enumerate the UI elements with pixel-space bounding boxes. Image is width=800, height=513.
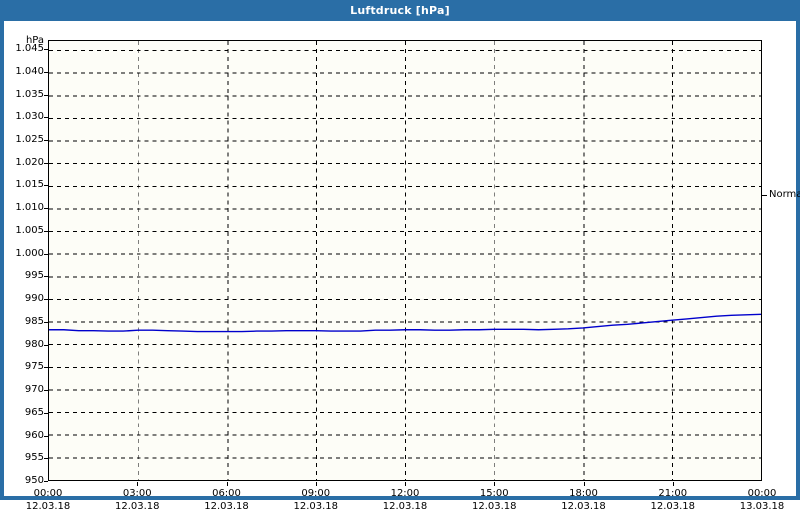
y-axis-tick-label: 970: [24, 384, 44, 396]
data-series-layer: [49, 313, 762, 333]
y-axis-tick-label: 1.020: [15, 156, 44, 168]
y-axis-tick-mark: [44, 276, 48, 277]
y-axis-tick-label: 1.010: [15, 202, 44, 214]
x-axis-tick-time: 18:00: [569, 488, 598, 499]
y-axis-tick-mark: [44, 481, 48, 482]
x-axis-tick-date: 12.03.18: [561, 501, 606, 512]
y-axis-tick-label: 955: [24, 452, 44, 464]
y-axis-tick-mark: [44, 49, 48, 50]
x-axis-tick-label: 15:00 12.03.18: [454, 487, 534, 513]
x-axis-tick-time: 21:00: [658, 488, 688, 499]
x-axis-tick-label: 09:00 12.03.18: [276, 487, 356, 513]
x-axis-tick-mark: [405, 482, 406, 486]
x-axis-tick-time: 00:00: [747, 488, 777, 499]
window-titlebar: Luftdruck [hPa]: [0, 0, 800, 21]
y-axis-tick-label: 960: [24, 429, 44, 441]
y-axis-tick-mark: [44, 117, 48, 118]
x-axis-tick-mark: [227, 482, 228, 486]
y-axis-tick-label: 965: [24, 406, 44, 418]
x-axis-tick-date: 12.03.18: [204, 501, 249, 512]
x-axis-tick-date: 12.03.18: [650, 501, 696, 512]
y-axis-tick-mark: [44, 231, 48, 232]
x-axis-tick-date: 12.03.18: [25, 501, 71, 512]
x-axis-tick-date: 12.03.18: [382, 501, 428, 512]
y-axis-tick-label: 985: [24, 315, 44, 327]
x-axis-tick-mark: [673, 482, 674, 486]
y-axis-tick-mark: [44, 72, 48, 73]
x-axis-tick-mark: [137, 482, 138, 486]
y-axis-tick-mark: [44, 458, 48, 459]
y-axis-unit-label: hPa: [25, 35, 44, 46]
y-axis-tick-label: 950: [24, 475, 44, 486]
data-series-line: [49, 313, 762, 333]
x-axis-tick-time: 12:00: [390, 488, 420, 499]
x-axis-tick-time: 15:00: [479, 488, 509, 499]
y-axis-tick-label: 1.025: [15, 134, 44, 146]
y-axis-tick-mark: [44, 413, 48, 414]
x-axis-tick-label: 00:00 13.03.18: [722, 487, 800, 513]
x-axis-tick-date: 12.03.18: [293, 501, 339, 512]
x-axis-tick-time: 00:00: [33, 488, 63, 499]
grid-layer: [49, 41, 761, 481]
plot-area: [48, 40, 762, 481]
x-axis-tick-mark: [316, 482, 317, 486]
y-axis-tick-mark: [44, 163, 48, 164]
y-axis-tick-mark: [44, 345, 48, 346]
y-axis-tick-label: 1.015: [15, 179, 44, 191]
window-title: Luftdruck [hPa]: [350, 4, 450, 17]
normal-pressure-label: Normal: [769, 188, 800, 200]
x-axis-tick-mark: [584, 482, 585, 486]
y-axis-tick-mark: [44, 185, 48, 186]
y-axis-tick-label: 1.000: [15, 247, 44, 259]
y-axis-tick-mark: [44, 322, 48, 323]
y-axis-tick-mark: [44, 390, 48, 391]
y-axis-tick-mark: [44, 436, 48, 437]
y-axis-tick-label: 995: [24, 270, 44, 282]
y-axis-tick-label: 1.045: [15, 43, 44, 55]
y-axis-tick-mark: [44, 367, 48, 368]
y-axis-tick-mark: [44, 140, 48, 141]
x-axis-tick-label: 12:00 12.03.18: [365, 487, 445, 513]
x-axis-tick-label: 18:00 12.03.18: [544, 487, 624, 513]
y-axis-tick-label: 1.040: [15, 65, 44, 77]
y-axis-tick-label: 1.035: [15, 88, 44, 100]
y-axis-tick-mark: [44, 95, 48, 96]
x-axis-tick-time: 03:00: [122, 488, 152, 499]
y-axis-tick-mark: [44, 299, 48, 300]
y-axis-tick-label: 980: [24, 338, 44, 350]
x-axis-tick-label: 21:00 12.03.18: [633, 487, 713, 513]
y-axis-tick-label: 1.005: [15, 224, 44, 236]
y-axis-tick-mark: [44, 208, 48, 209]
y-axis-tick-label: 990: [24, 293, 44, 305]
chart-canvas: hPa 1.045 1.040 1.035 1.030 1.025 1.020 1.015 1…: [4, 21, 800, 512]
x-axis-tick-date: 12.03.18: [471, 501, 517, 512]
x-axis-tick-time: 09:00: [301, 488, 331, 499]
y-axis-tick-label: 975: [24, 361, 44, 373]
x-axis-tick-label: 03:00 12.03.18: [97, 487, 177, 513]
x-axis-tick-date: 12.03.18: [114, 501, 160, 512]
normal-pressure-marker: [762, 195, 767, 196]
x-axis-tick-label: 06:00 12.03.18: [187, 487, 267, 513]
x-axis-tick-mark: [494, 482, 495, 486]
y-axis-tick-label: 1.030: [15, 111, 44, 123]
x-axis-tick-date: 13.03.18: [739, 501, 785, 512]
x-axis-tick-label: 00:00 12.03.18: [8, 487, 88, 513]
x-axis-tick-time: 06:00: [212, 488, 241, 499]
y-axis-tick-mark: [44, 254, 48, 255]
